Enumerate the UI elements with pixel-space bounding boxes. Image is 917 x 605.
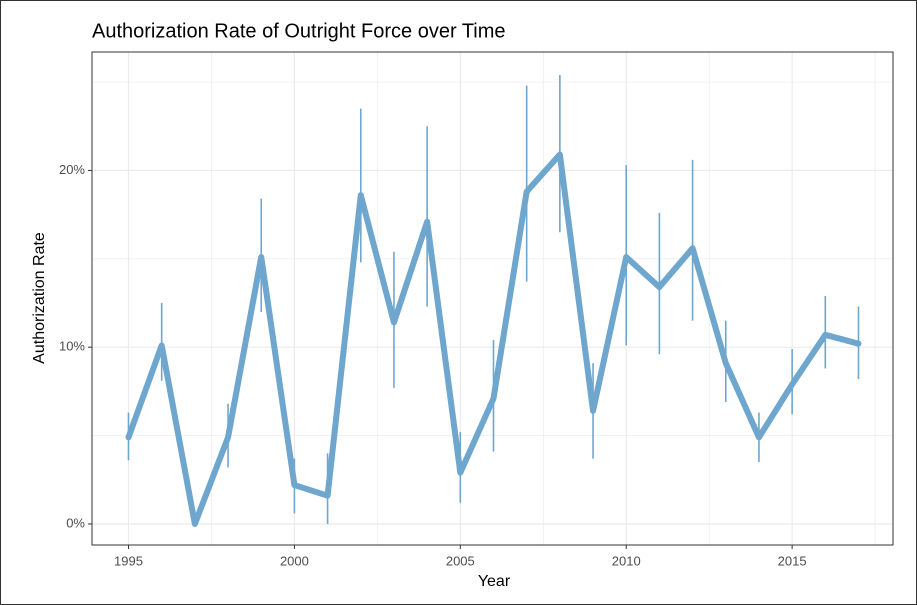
y-tick-label: 20% [59, 162, 85, 177]
y-tick-label: 0% [66, 515, 85, 530]
x-tick-label: 1995 [114, 553, 143, 568]
x-tick-label: 2005 [446, 553, 475, 568]
x-tick-label: 2015 [778, 553, 807, 568]
x-tick-label: 2000 [280, 553, 309, 568]
y-axis-label: Authorization Rate [31, 232, 48, 364]
y-tick-label: 10% [59, 339, 85, 354]
chart-title: Authorization Rate of Outright Force ove… [92, 20, 506, 42]
x-axis-label: Year [478, 573, 511, 590]
series-line [125, 151, 862, 527]
x-tick-label: 2010 [612, 553, 641, 568]
plot-border [91, 51, 894, 546]
